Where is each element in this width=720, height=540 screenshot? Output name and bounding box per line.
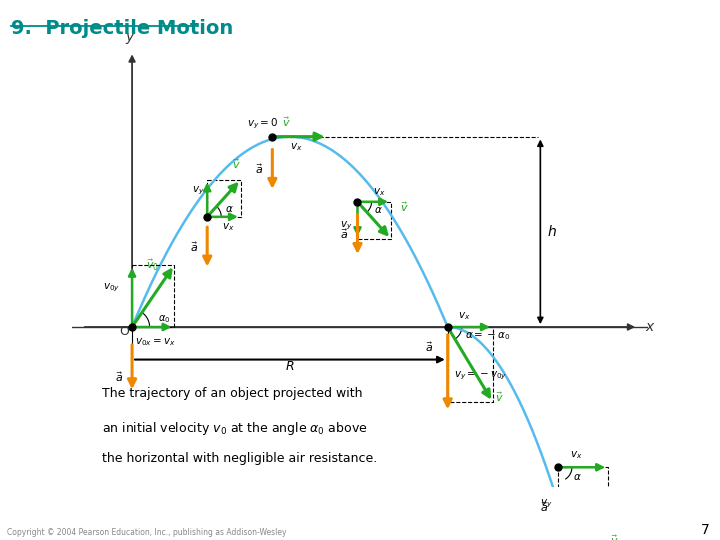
Text: $v_y=-v_{0y}$: $v_y=-v_{0y}$ <box>454 369 507 382</box>
Text: 9.  Projectile Motion: 9. Projectile Motion <box>11 19 233 38</box>
Text: $\vec{a}$: $\vec{a}$ <box>255 163 264 176</box>
Text: $\alpha$: $\alpha$ <box>573 472 582 482</box>
Text: $\vec{v}$: $\vec{v}$ <box>233 158 241 171</box>
Text: $\alpha$: $\alpha$ <box>374 205 382 215</box>
Text: x: x <box>646 320 654 334</box>
Text: $\vec{a}$: $\vec{a}$ <box>114 370 123 384</box>
Text: $\alpha_0$: $\alpha_0$ <box>158 313 171 325</box>
Text: $v_x$: $v_x$ <box>372 186 385 198</box>
Text: $\vec{a}$: $\vec{a}$ <box>340 227 348 241</box>
Text: O: O <box>120 325 130 338</box>
Text: $v_{0y}$: $v_{0y}$ <box>104 282 120 294</box>
Text: an initial velocity $v_0$ at the angle $\alpha_0$ above: an initial velocity $v_0$ at the angle $… <box>102 420 368 437</box>
Text: $\vec{a}$: $\vec{a}$ <box>425 340 433 354</box>
Text: $R$: $R$ <box>285 360 294 373</box>
Text: Copyright © 2004 Pearson Education, Inc., publishing as Addison-Wesley: Copyright © 2004 Pearson Education, Inc.… <box>7 528 287 537</box>
Text: $v_x$: $v_x$ <box>222 221 235 233</box>
Text: $\vec{v}$: $\vec{v}$ <box>400 200 409 214</box>
Text: $\alpha$: $\alpha$ <box>225 204 233 214</box>
Text: 7: 7 <box>701 523 709 537</box>
Text: $v_y$: $v_y$ <box>192 184 204 197</box>
Text: $\vec{v}_0$: $\vec{v}_0$ <box>145 258 158 273</box>
Text: y: y <box>125 30 134 44</box>
Text: $\vec{a}$: $\vec{a}$ <box>540 501 549 515</box>
Text: $v_x$: $v_x$ <box>570 449 583 461</box>
Text: $v_y=0$: $v_y=0$ <box>247 117 279 131</box>
Text: $v_x$: $v_x$ <box>458 310 470 322</box>
Text: $v_y$: $v_y$ <box>340 219 353 232</box>
Text: the horizontal with negligible air resistance.: the horizontal with negligible air resis… <box>102 452 377 465</box>
Text: $v_y$: $v_y$ <box>540 497 553 510</box>
Text: $v_{0x}=v_x$: $v_{0x}=v_x$ <box>135 336 175 348</box>
Text: $\vec{a}$: $\vec{a}$ <box>189 240 198 254</box>
Text: $\alpha=-\alpha_0$: $\alpha=-\alpha_0$ <box>465 330 510 342</box>
Text: $\vec{v}$: $\vec{v}$ <box>282 115 291 129</box>
Text: $\vec{v}$: $\vec{v}$ <box>611 533 619 540</box>
Text: h: h <box>548 225 557 239</box>
Text: $v_x$: $v_x$ <box>290 141 302 153</box>
Text: $\vec{v}$: $\vec{v}$ <box>495 390 504 404</box>
Text: The trajectory of an object projected with: The trajectory of an object projected wi… <box>102 387 362 400</box>
